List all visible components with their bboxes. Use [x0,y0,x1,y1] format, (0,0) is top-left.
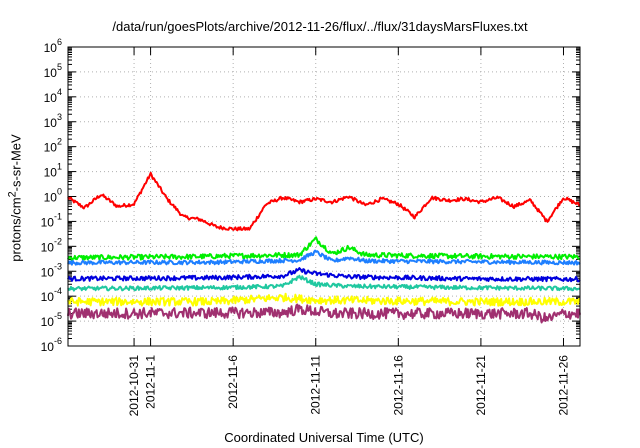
y-tick-label: 106 [44,37,62,55]
series-line-1 [67,236,580,261]
plot-frame [67,46,581,347]
x-tick-label: 2012-11-6 [226,355,240,409]
y-tick-label: 10-1 [41,211,62,229]
series-line-5 [67,292,581,307]
x-tick-label: 2012-11-1 [144,355,158,409]
y-tick-label: 100 [44,187,62,205]
y-tick-label: 10-3 [41,261,62,279]
y-tick-label: 105 [44,62,62,80]
x-tick-label: 2012-11-11 [309,355,323,415]
y-tick-label: 10-5 [41,311,62,329]
chart-title: /data/run/goesPlots/archive/2012-11-26/f… [112,19,528,34]
x-tick-label: 2012-11-21 [474,355,488,416]
y-tick-label: 104 [44,87,62,105]
y-tick-label: 103 [44,112,62,130]
x-tick-label: 2012-11-16 [391,355,405,416]
series-line-2 [67,249,581,266]
series-line-6 [67,303,581,324]
y-tick-label: 102 [44,137,62,155]
x-axis-label: Coordinated Universal Time (UTC) [224,430,424,445]
y-tick-label: 10-2 [41,236,62,254]
x-tick-label: 2012-10-31 [127,355,141,417]
y-tick-label: 10-6 [41,336,62,354]
y-tick-label: 10-4 [41,286,62,304]
series-line-4 [67,274,581,292]
series-line-3 [67,267,581,283]
series-line-0 [67,171,581,232]
x-tick-label: 2012-11-26 [556,355,570,416]
y-tick-label: 101 [44,162,62,180]
